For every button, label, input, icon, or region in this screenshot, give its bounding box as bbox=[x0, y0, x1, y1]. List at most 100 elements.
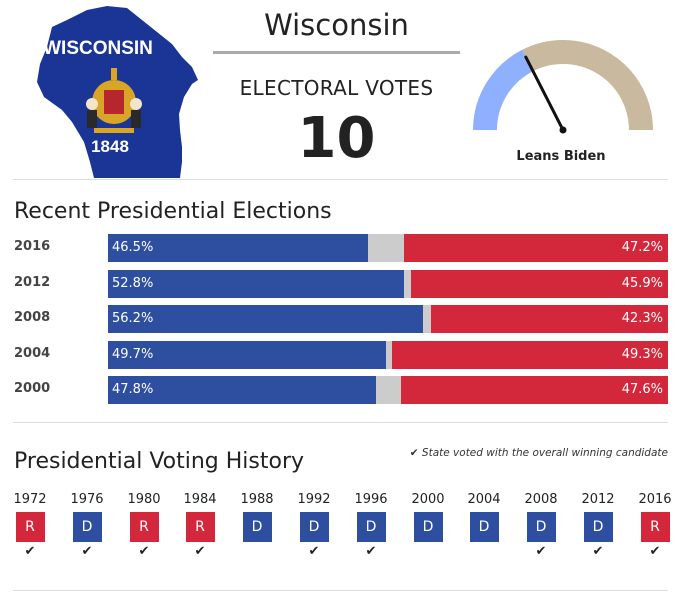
dem-share-segment: 52.8% bbox=[108, 270, 404, 298]
check-icon: ✔ bbox=[194, 544, 206, 559]
check-icon: ✔ bbox=[308, 544, 320, 559]
party-badge: D bbox=[72, 512, 102, 542]
gauge-dem-arc bbox=[473, 49, 534, 131]
check-icon: ✔ bbox=[81, 544, 93, 559]
election-result-bar: 47.8% 47.6% bbox=[108, 376, 668, 404]
recent-elections-title: Recent Presidential Elections bbox=[14, 199, 332, 224]
history-year: 2004 bbox=[467, 492, 501, 507]
history-year: 2000 bbox=[411, 492, 445, 507]
electoral-votes-label: ELECTORAL VOTES bbox=[239, 76, 434, 100]
history-item: 2004 D bbox=[464, 492, 504, 558]
history-item: 2016 R ✔ bbox=[635, 492, 675, 559]
dem-share-label: 56.2% bbox=[112, 311, 154, 326]
other-share-segment bbox=[403, 270, 411, 298]
check-icon: ✔ bbox=[365, 544, 377, 559]
rep-share-segment: 47.6% bbox=[401, 376, 668, 404]
rep-share-segment: 49.3% bbox=[391, 341, 668, 369]
history-item: 1976 D ✔ bbox=[67, 492, 107, 559]
state-flag-map: WISCONSIN 1848 bbox=[37, 6, 198, 178]
rating-label: Leans Biden bbox=[516, 149, 606, 164]
heading-divider bbox=[213, 51, 460, 54]
winner-legend-text: State voted with the overall winning can… bbox=[421, 447, 668, 459]
check-icon: ✔ bbox=[649, 544, 661, 559]
check-icon: ✔ bbox=[535, 544, 547, 559]
check-icon: ✔ bbox=[138, 544, 150, 559]
history-year: 2008 bbox=[524, 492, 558, 507]
party-badge: D bbox=[469, 512, 499, 542]
check-icon bbox=[464, 544, 504, 558]
other-share-segment bbox=[368, 234, 404, 262]
gauge-needle-hub bbox=[559, 126, 567, 134]
election-year-label: 2012 bbox=[14, 275, 51, 290]
election-year-label: 2004 bbox=[14, 346, 51, 361]
party-badge: R bbox=[129, 512, 159, 542]
history-item: 1972 R ✔ bbox=[10, 492, 50, 559]
dem-share-label: 52.8% bbox=[112, 276, 154, 291]
rep-share-segment: 42.3% bbox=[431, 305, 668, 333]
history-year: 1984 bbox=[183, 492, 217, 507]
history-item: 2000 D bbox=[408, 492, 448, 558]
voting-history-title: Presidential Voting History bbox=[14, 449, 305, 474]
dem-share-segment: 49.7% bbox=[108, 341, 387, 369]
rep-share-label: 47.6% bbox=[621, 382, 663, 397]
rep-share-label: 49.3% bbox=[621, 347, 663, 362]
rep-share-label: 45.9% bbox=[621, 276, 663, 291]
dem-share-segment: 47.8% bbox=[108, 376, 376, 404]
gauge-needle bbox=[524, 55, 565, 132]
history-year: 1992 bbox=[297, 492, 331, 507]
history-item: 1988 D bbox=[237, 492, 277, 558]
other-share-segment bbox=[386, 341, 392, 369]
party-badge: D bbox=[413, 512, 443, 542]
history-year: 1988 bbox=[240, 492, 274, 507]
party-badge: R bbox=[185, 512, 215, 542]
rep-share-label: 47.2% bbox=[621, 240, 663, 255]
party-badge: D bbox=[242, 512, 272, 542]
election-result-bar: 49.7% 49.3% bbox=[108, 341, 668, 369]
election-result-bar: 52.8% 45.9% bbox=[108, 270, 668, 298]
other-share-segment bbox=[422, 305, 432, 333]
electoral-votes-value: 10 bbox=[297, 106, 376, 171]
dem-share-label: 49.7% bbox=[112, 347, 154, 362]
history-item: 1984 R ✔ bbox=[180, 492, 220, 559]
check-icon bbox=[237, 544, 277, 558]
coat-of-arms-icon bbox=[86, 68, 142, 133]
party-badge: D bbox=[299, 512, 329, 542]
history-item: 1996 D ✔ bbox=[351, 492, 391, 559]
election-result-bar: 46.5% 47.2% bbox=[108, 234, 668, 262]
rating-gauge bbox=[473, 40, 653, 134]
rep-share-label: 42.3% bbox=[621, 311, 663, 326]
check-icon: ✔ bbox=[409, 447, 419, 459]
history-year: 1980 bbox=[127, 492, 161, 507]
history-item: 1992 D ✔ bbox=[294, 492, 334, 559]
check-icon bbox=[408, 544, 448, 558]
history-item: 2012 D ✔ bbox=[578, 492, 618, 559]
history-item: 1980 R ✔ bbox=[124, 492, 164, 559]
history-year: 2016 bbox=[638, 492, 672, 507]
dem-share-label: 47.8% bbox=[112, 382, 154, 397]
section-divider bbox=[13, 179, 668, 180]
other-share-segment bbox=[375, 376, 402, 404]
section-divider bbox=[13, 422, 668, 423]
check-icon: ✔ bbox=[24, 544, 36, 559]
party-badge: R bbox=[640, 512, 670, 542]
check-icon: ✔ bbox=[592, 544, 604, 559]
election-year-label: 2008 bbox=[14, 310, 51, 325]
flag-year: 1848 bbox=[91, 137, 129, 156]
election-year-label: 2000 bbox=[14, 381, 51, 396]
winner-legend-note: ✔ State voted with the overall winning c… bbox=[410, 447, 668, 459]
dem-share-segment: 56.2% bbox=[108, 305, 423, 333]
history-year: 1996 bbox=[354, 492, 388, 507]
history-year: 2012 bbox=[581, 492, 615, 507]
party-badge: D bbox=[356, 512, 386, 542]
history-year: 1972 bbox=[13, 492, 47, 507]
rep-share-segment: 45.9% bbox=[410, 270, 668, 298]
rep-share-segment: 47.2% bbox=[403, 234, 668, 262]
flag-title: WISCONSIN bbox=[43, 38, 153, 59]
dem-share-segment: 46.5% bbox=[108, 234, 369, 262]
history-item: 2008 D ✔ bbox=[521, 492, 561, 559]
dem-share-label: 46.5% bbox=[112, 240, 154, 255]
section-divider bbox=[13, 590, 668, 591]
state-name-heading: Wisconsin bbox=[264, 8, 409, 42]
election-result-bar: 56.2% 42.3% bbox=[108, 305, 668, 333]
gauge-rep-arc bbox=[522, 40, 653, 131]
